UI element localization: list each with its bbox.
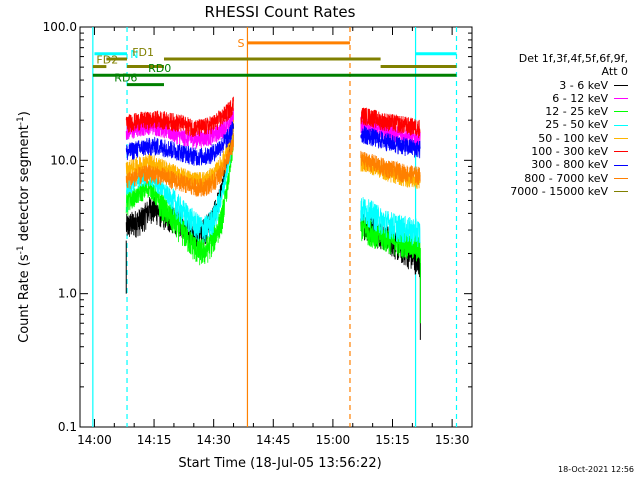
series-line bbox=[125, 121, 234, 166]
legend-label: 800 - 7000 keV bbox=[524, 171, 608, 185]
legend-entry: 50 - 100 keV bbox=[478, 132, 628, 145]
legend-header-line-2: Att 0 bbox=[601, 65, 628, 79]
x-axis: 14:00 14:15 14:30 14:45 15:00 15:15 15:30 bbox=[77, 27, 469, 447]
series-line bbox=[125, 96, 234, 138]
legend-label: 3 - 6 keV bbox=[559, 78, 608, 92]
legend: Det 1f,3f,4f,5f,6f,9f, Att 0 3 - 6 keV 6 … bbox=[478, 52, 628, 198]
legend-entry: 6 - 12 keV bbox=[478, 92, 628, 105]
legend-swatch bbox=[614, 124, 628, 126]
y-axis-label: Count Rate (s-1 detector segment-1) bbox=[16, 111, 32, 343]
generation-timestamp: 18-Oct-2021 12:56 bbox=[558, 465, 634, 474]
y-tick-label: 1.0 bbox=[58, 287, 77, 301]
legend-label: 300 - 800 keV bbox=[531, 158, 608, 172]
x-tick-label: 15:00 bbox=[316, 433, 351, 447]
legend-swatch bbox=[614, 137, 628, 139]
flag-label-fd2: FD2 bbox=[96, 54, 118, 67]
legend-header-line-1: Det 1f,3f,4f,5f,6f,9f, bbox=[518, 52, 628, 65]
y-tick-label: 0.1 bbox=[58, 420, 77, 434]
legend-entry: 300 - 800 keV bbox=[478, 158, 628, 171]
legend-swatch bbox=[614, 177, 628, 179]
series-line bbox=[126, 134, 234, 243]
y-axis: 0.1 1.0 10.0 100.0 bbox=[43, 20, 472, 434]
legend-label: 6 - 12 keV bbox=[552, 91, 608, 105]
series-line bbox=[125, 119, 234, 191]
series-line bbox=[125, 135, 234, 266]
legend-swatch bbox=[614, 84, 628, 86]
x-tick-label: 14:00 bbox=[77, 433, 112, 447]
legend-entry: 25 - 50 keV bbox=[478, 118, 628, 131]
x-tick-label: 14:30 bbox=[196, 433, 231, 447]
legend-entry: 7000 - 15000 keV bbox=[478, 185, 628, 198]
legend-entry: 12 - 25 keV bbox=[478, 105, 628, 118]
legend-swatch bbox=[614, 111, 628, 113]
legend-label: 12 - 25 keV bbox=[545, 105, 608, 119]
legend-swatch bbox=[614, 151, 628, 153]
x-tick-label: 14:15 bbox=[137, 433, 172, 447]
legend-swatch bbox=[614, 191, 628, 193]
y-tick-label: 10.0 bbox=[50, 153, 77, 167]
legend-entry: 800 - 7000 keV bbox=[478, 172, 628, 185]
legend-entry: 100 - 300 keV bbox=[478, 145, 628, 158]
series-lines bbox=[125, 96, 421, 340]
x-axis-label: Start Time (18-Jul-05 13:56:22) bbox=[178, 456, 381, 471]
legend-swatch bbox=[614, 164, 628, 166]
series-line bbox=[125, 133, 234, 197]
series-line bbox=[360, 197, 421, 248]
plot-frame bbox=[79, 26, 473, 428]
flag-bars: N S FD1 FD2 RD0 RD6 bbox=[92, 37, 457, 87]
series-line bbox=[125, 108, 234, 151]
flag-label-fd1: FD1 bbox=[132, 46, 154, 59]
legend-label: 7000 - 15000 keV bbox=[510, 184, 608, 198]
series-line bbox=[360, 107, 421, 139]
chart-title: RHESSI Count Rates bbox=[205, 3, 356, 21]
x-tick-label: 15:15 bbox=[375, 433, 410, 447]
x-tick-label: 15:30 bbox=[435, 433, 470, 447]
flag-label-n: N bbox=[130, 48, 138, 61]
flag-label-s: S bbox=[238, 37, 245, 50]
series-line bbox=[360, 150, 421, 185]
legend-label: 100 - 300 keV bbox=[531, 145, 608, 159]
legend-entry: 3 - 6 keV bbox=[478, 79, 628, 92]
flag-label-rd0: RD0 bbox=[148, 62, 171, 75]
legend-label: 25 - 50 keV bbox=[545, 118, 608, 132]
y-tick-label: 100.0 bbox=[43, 20, 77, 34]
legend-label: 50 - 100 keV bbox=[538, 131, 608, 145]
x-tick-label: 14:45 bbox=[256, 433, 291, 447]
flag-label-rd6: RD6 bbox=[114, 72, 137, 85]
series-line bbox=[360, 125, 421, 159]
legend-swatch bbox=[614, 98, 628, 100]
